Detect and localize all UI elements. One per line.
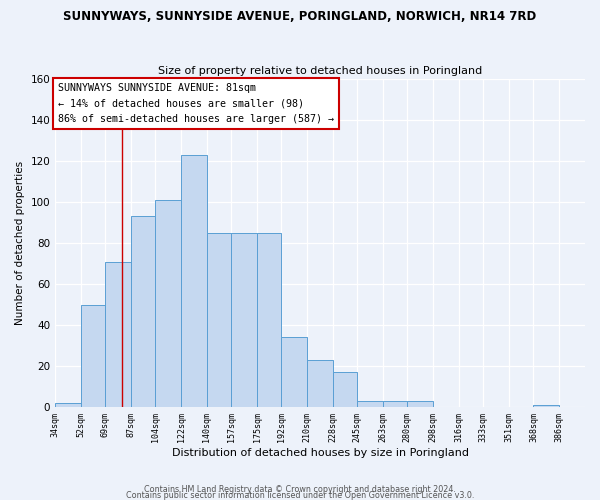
X-axis label: Distribution of detached houses by size in Poringland: Distribution of detached houses by size …	[172, 448, 469, 458]
Text: SUNNYWAYS, SUNNYSIDE AVENUE, PORINGLAND, NORWICH, NR14 7RD: SUNNYWAYS, SUNNYSIDE AVENUE, PORINGLAND,…	[64, 10, 536, 23]
Bar	[407, 401, 433, 407]
Bar	[383, 401, 407, 407]
Text: SUNNYWAYS SUNNYSIDE AVENUE: 81sqm
← 14% of detached houses are smaller (98)
86% : SUNNYWAYS SUNNYSIDE AVENUE: 81sqm ← 14% …	[58, 83, 334, 124]
Bar	[333, 372, 358, 407]
Bar	[155, 200, 181, 407]
Bar	[257, 233, 281, 407]
Bar	[81, 304, 105, 407]
Text: Contains HM Land Registry data © Crown copyright and database right 2024.: Contains HM Land Registry data © Crown c…	[144, 484, 456, 494]
Title: Size of property relative to detached houses in Poringland: Size of property relative to detached ho…	[158, 66, 482, 76]
Bar	[533, 405, 559, 407]
Bar	[307, 360, 333, 407]
Y-axis label: Number of detached properties: Number of detached properties	[15, 161, 25, 325]
Text: Contains public sector information licensed under the Open Government Licence v3: Contains public sector information licen…	[126, 490, 474, 500]
Bar	[181, 155, 207, 407]
Bar	[105, 262, 131, 407]
Bar	[55, 403, 81, 407]
Bar	[358, 401, 383, 407]
Bar	[281, 338, 307, 407]
Bar	[131, 216, 155, 407]
Bar	[232, 233, 257, 407]
Bar	[207, 233, 232, 407]
